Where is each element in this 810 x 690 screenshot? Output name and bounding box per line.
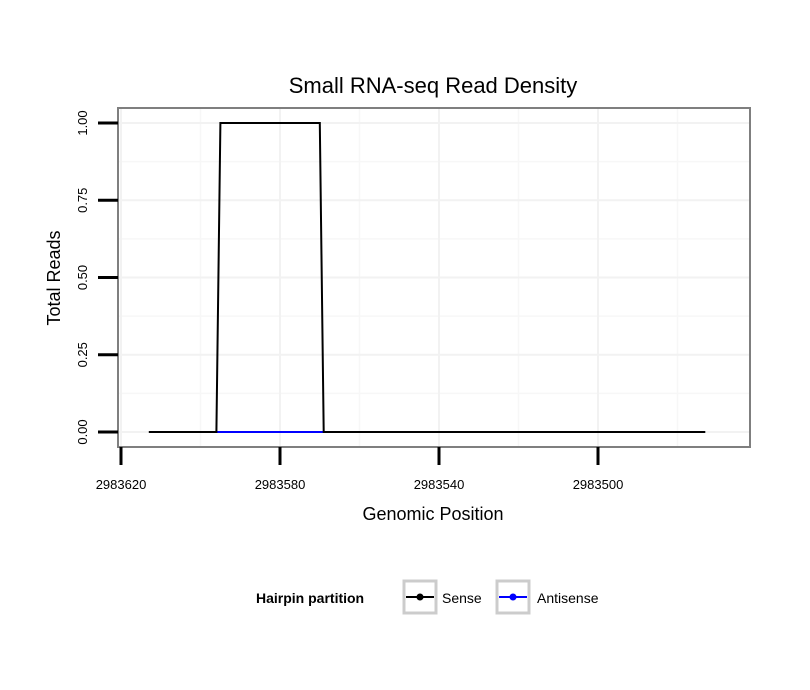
x-axis: 2983620 2983580 2983540 2983500	[96, 447, 624, 492]
y-tick-label: 1.00	[75, 110, 90, 135]
x-tick-label: 2983500	[573, 477, 624, 492]
x-tick-label: 2983540	[414, 477, 465, 492]
legend: Hairpin partition Sense Antisense	[256, 579, 599, 615]
chart-title: Small RNA-seq Read Density	[289, 73, 578, 98]
grid-layer	[118, 108, 750, 447]
y-tick-label: 0.75	[75, 188, 90, 213]
y-tick-label: 0.25	[75, 342, 90, 367]
y-tick-label: 0.00	[75, 419, 90, 444]
y-axis: 0.00 0.25 0.50 0.75 1.00	[75, 110, 118, 445]
legend-title: Hairpin partition	[256, 590, 364, 606]
legend-label-antisense: Antisense	[537, 590, 599, 606]
x-tick-label: 2983580	[255, 477, 306, 492]
x-tick-label: 2983620	[96, 477, 147, 492]
legend-key-antisense-point	[509, 593, 517, 601]
series-layer	[148, 122, 706, 433]
x-axis-title: Genomic Position	[362, 504, 503, 524]
y-tick-label: 0.50	[75, 265, 90, 290]
y-axis-title: Total Reads	[44, 230, 64, 325]
legend-label-sense: Sense	[442, 590, 482, 606]
series-line-sense	[148, 122, 706, 433]
legend-key-sense-point	[416, 593, 424, 601]
